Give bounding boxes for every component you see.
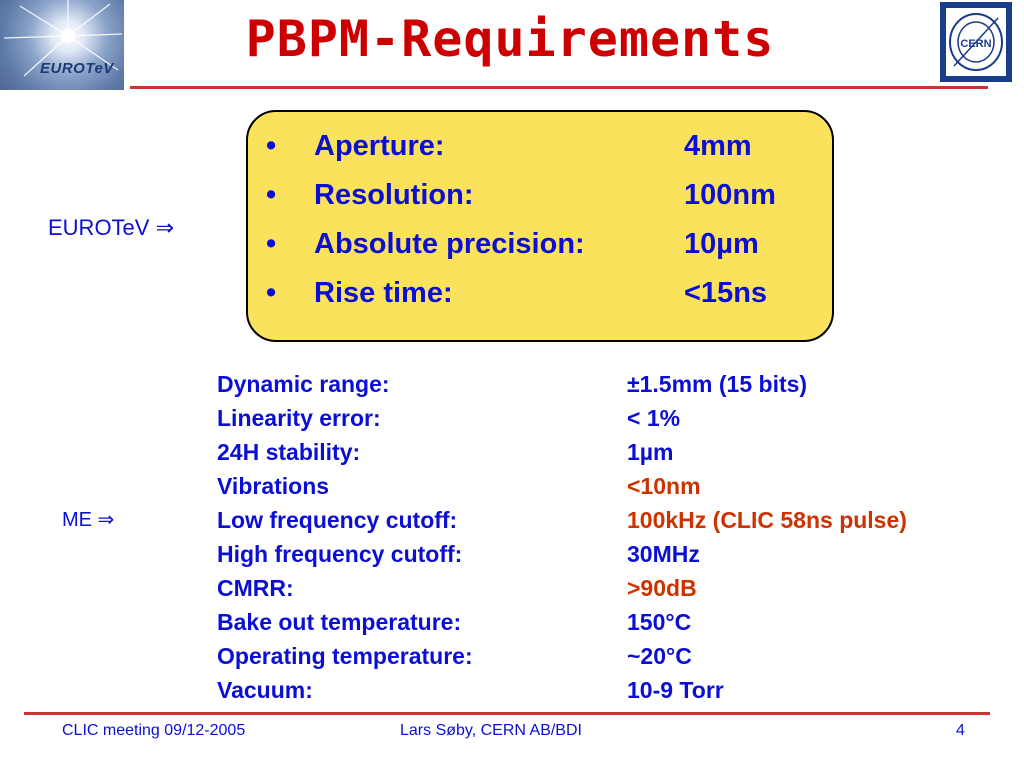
eurotev-logo-text: EUROTeV: [40, 60, 114, 77]
requirement-value: 4mm: [684, 130, 752, 162]
bullet: •: [266, 277, 277, 309]
requirements-box: • Aperture: 4mm • Resolution: 100nm • Ab…: [246, 110, 834, 342]
title-divider: [130, 86, 988, 89]
requirement-label: Resolution:: [314, 179, 474, 211]
spec-label: High frequency cutoff:: [217, 541, 463, 567]
slide-title: PBPM-Requirements: [245, 10, 775, 68]
bullet: •: [266, 130, 277, 162]
spec-row: Vibrations <10nm: [217, 469, 997, 503]
spec-row: Operating temperature: ~20°C: [217, 639, 997, 673]
spec-row: High frequency cutoff: 30MHz: [217, 537, 997, 571]
spec-value: 30MHz: [627, 541, 700, 567]
spec-value: < 1%: [627, 405, 681, 431]
spec-value: 10-9 Torr: [627, 677, 724, 703]
requirement-label: Absolute precision:: [314, 228, 585, 260]
footer-divider: [24, 712, 990, 715]
spec-row: Bake out temperature: 150°C: [217, 605, 997, 639]
star-burst-icon: [3, 0, 123, 77]
spec-value: 1µm: [627, 439, 674, 465]
spec-value: >90dB: [627, 575, 697, 601]
spec-value: ±1.5mm (15 bits): [627, 371, 808, 397]
spec-row: CMRR: >90dB: [217, 571, 997, 605]
spec-label: Vacuum:: [217, 677, 313, 703]
spec-row: Low frequency cutoff: 100kHz (CLIC 58ns …: [217, 503, 997, 537]
spec-row: 24H stability: 1µm: [217, 435, 997, 469]
spec-value: <10nm: [627, 473, 701, 499]
spec-label: CMRR:: [217, 575, 294, 601]
footer-author: Lars Søby, CERN AB/BDI: [400, 722, 582, 739]
bullet: •: [266, 179, 277, 211]
spec-row: Linearity error: < 1%: [217, 401, 997, 435]
footer-meeting: CLIC meeting 09/12-2005: [62, 722, 246, 739]
eurotev-logo: EUROTeV: [0, 0, 124, 90]
spec-value: ~20°C: [627, 643, 692, 669]
spec-label: Linearity error:: [217, 405, 381, 431]
spec-row: Vacuum: 10-9 Torr: [217, 673, 997, 707]
requirement-label: Rise time:: [314, 277, 453, 309]
page-number: 4: [956, 722, 965, 739]
spec-label: Dynamic range:: [217, 371, 390, 397]
cern-logo: CERN: [940, 2, 1012, 82]
spec-label: Bake out temperature:: [217, 609, 462, 635]
requirement-value: 100nm: [684, 179, 776, 211]
spec-value: 100kHz (CLIC 58ns pulse): [627, 507, 907, 533]
spec-row: Dynamic range: ±1.5mm (15 bits): [217, 367, 997, 401]
spec-label: Vibrations: [217, 473, 330, 499]
bullet: •: [266, 228, 277, 260]
spec-value: 150°C: [627, 609, 692, 635]
requirement-value: 10µm: [684, 228, 759, 260]
me-label: ME ⇒: [62, 509, 115, 531]
cern-ring-icon: [949, 13, 1003, 71]
requirement-label: Aperture:: [314, 130, 445, 162]
cern-logo-text: CERN: [960, 38, 992, 50]
requirement-value: <15ns: [684, 277, 768, 309]
spec-label: Low frequency cutoff:: [217, 507, 458, 533]
spec-label: Operating temperature:: [217, 643, 473, 669]
spec-label: 24H stability:: [217, 439, 361, 465]
eurotev-label: EUROTeV ⇒: [48, 215, 175, 240]
